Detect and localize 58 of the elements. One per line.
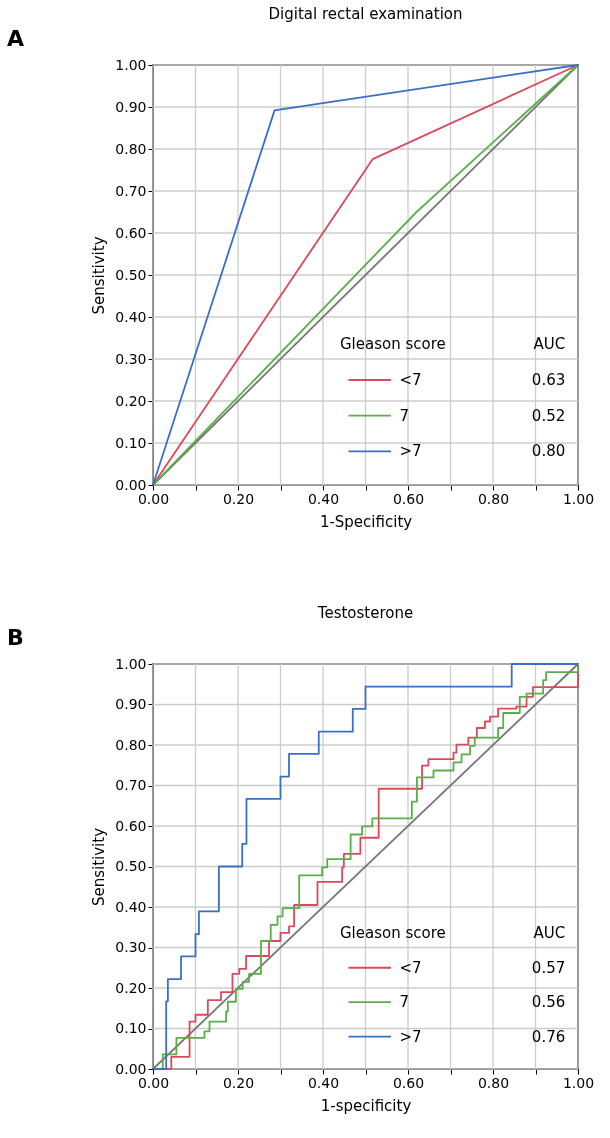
legend-label: >7 xyxy=(399,442,422,461)
y-tick-label: 0.70 xyxy=(115,182,147,199)
x-tick-label: 0.60 xyxy=(392,490,425,507)
y-tick-label: 0.40 xyxy=(115,308,147,325)
y-tick-label: 0.90 xyxy=(115,98,147,115)
annotation: 0.57 xyxy=(531,958,566,977)
legend-label: <7 xyxy=(399,371,422,389)
x-tick-label: 0.40 xyxy=(307,1074,340,1091)
y-axis-title: Sensitivity xyxy=(90,236,109,315)
y-tick-label: 1.00 xyxy=(115,655,147,672)
x-axis-title: 1-specificity xyxy=(320,1096,412,1115)
x-tick-label: 0.20 xyxy=(222,490,255,507)
annotation: 0.56 xyxy=(531,993,566,1012)
y-tick-label: 0.30 xyxy=(115,350,147,367)
x-tick-label: 1.00 xyxy=(562,490,595,507)
y-tick-label: 0.80 xyxy=(115,140,147,157)
y-tick-label: 0.30 xyxy=(115,939,147,955)
y-tick-label: 0.40 xyxy=(115,898,147,915)
y-tick-label: 0.80 xyxy=(115,736,147,753)
y-tick-label: 1.00 xyxy=(115,56,147,73)
annotation: AUC xyxy=(533,924,566,943)
x-axis-title: 1-Specificity xyxy=(319,512,413,531)
annotation: AUC xyxy=(533,335,566,354)
y-tick-label: 0.70 xyxy=(115,777,147,793)
legend-title: Gleason score xyxy=(340,335,446,354)
chart-title: Digital rectal examination xyxy=(268,5,463,23)
y-tick-label: 0.60 xyxy=(115,224,147,241)
legend-label: <7 xyxy=(399,958,422,977)
annotation: 0.63 xyxy=(531,371,566,389)
y-axis-title: Sensitivity xyxy=(90,827,109,907)
y-tick-label: 0.10 xyxy=(115,434,147,451)
legend-label: 7 xyxy=(399,993,410,1012)
x-tick-label: 0.80 xyxy=(477,490,510,507)
x-tick-label: 0.60 xyxy=(392,1074,425,1091)
x-tick-label: 0.80 xyxy=(477,1074,510,1091)
y-tick-label: 0.10 xyxy=(115,1020,147,1036)
y-tick-label: 0.90 xyxy=(115,696,147,712)
chart-title: Testosterone xyxy=(316,604,414,622)
x-tick-label: 0.00 xyxy=(137,490,170,507)
x-tick-label: 1.00 xyxy=(562,1074,595,1091)
y-tick-label: 0.00 xyxy=(115,1060,147,1077)
y-tick-label: 0.20 xyxy=(115,392,147,409)
x-tick-label: 0.00 xyxy=(137,1074,170,1091)
annotation: 0.76 xyxy=(531,1027,566,1046)
y-tick-label: 0.00 xyxy=(115,476,147,493)
annotation: 0.52 xyxy=(531,406,566,425)
y-tick-label: 0.60 xyxy=(115,817,147,834)
y-tick-label: 0.50 xyxy=(115,266,147,283)
annotation: 0.80 xyxy=(531,442,566,461)
y-tick-label: 0.50 xyxy=(115,858,147,874)
legend-label: 7 xyxy=(399,406,410,425)
x-tick-label: 0.20 xyxy=(222,1074,255,1091)
text: B xyxy=(7,625,24,650)
y-tick-label: 0.20 xyxy=(115,979,147,996)
x-tick-label: 0.40 xyxy=(307,490,340,507)
text: A xyxy=(7,26,25,51)
legend-label: >7 xyxy=(399,1027,422,1046)
legend-title: Gleason score xyxy=(340,924,446,943)
